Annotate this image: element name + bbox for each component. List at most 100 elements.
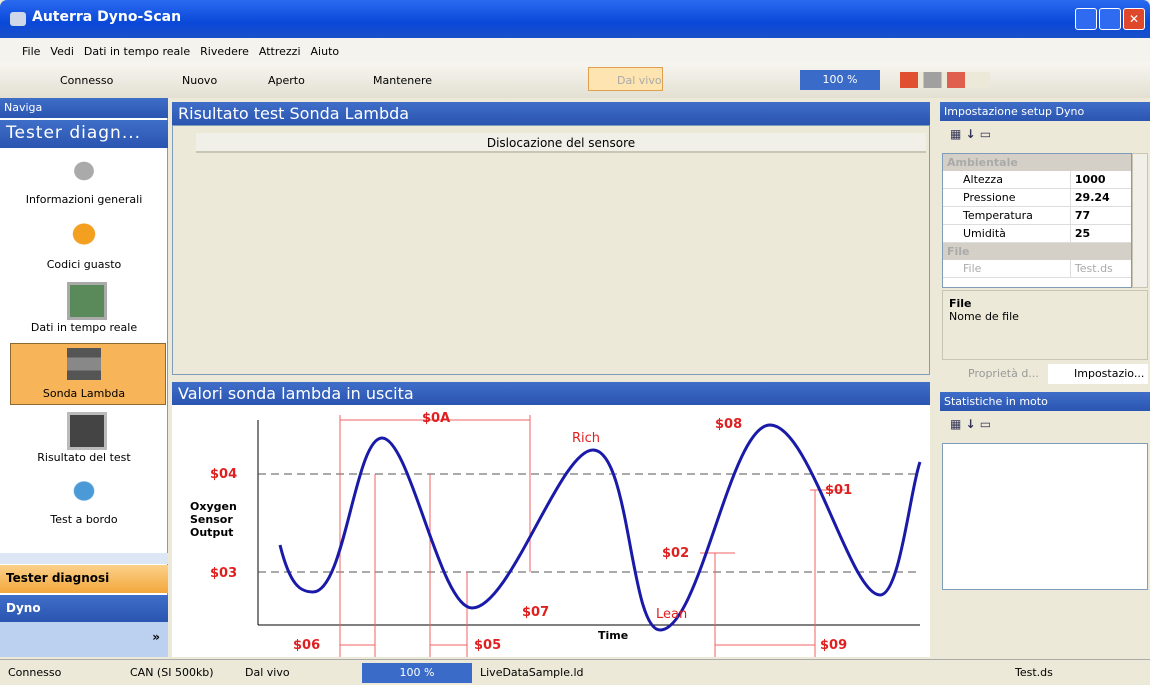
scrollbar bbox=[1132, 153, 1148, 288]
icon-onboard bbox=[67, 475, 101, 507]
new-button[interactable]: Nuovo bbox=[182, 74, 218, 87]
nav-group[interactable]: Tester diagnosi bbox=[0, 565, 168, 593]
icon-result bbox=[67, 412, 107, 450]
diagram-label: $07 bbox=[522, 605, 549, 620]
maximize-button[interactable] bbox=[1099, 8, 1121, 30]
diagram-label: $01 bbox=[825, 483, 852, 498]
status-item: 100 % bbox=[362, 663, 472, 683]
description-box: File Nome de file bbox=[942, 290, 1148, 360]
property-value: 1000 bbox=[1069, 171, 1131, 189]
sensor-curve bbox=[278, 423, 922, 632]
window-title: Auterra Dyno-Scan bbox=[32, 9, 182, 25]
diagram-label: $05 bbox=[474, 638, 501, 653]
nav-item[interactable]: Sonda Lambda bbox=[42, 387, 126, 400]
panel-title: Valori sonda lambda in uscita bbox=[172, 382, 930, 405]
property-name: Pressione bbox=[943, 188, 1071, 207]
property-row[interactable]: Umidità 25 bbox=[943, 224, 1131, 243]
icon-codes bbox=[67, 218, 101, 250]
diagram-label: Oxygen bbox=[190, 500, 237, 513]
diagram-label: $0A bbox=[422, 411, 450, 426]
property-row[interactable]: Temperatura 77 bbox=[943, 206, 1131, 225]
property-row[interactable]: Altezza 1000 bbox=[943, 171, 1131, 189]
menu-item[interactable]: Attrezzi bbox=[258, 45, 301, 58]
property-row[interactable]: Pressione 29.24 bbox=[943, 188, 1131, 207]
stats-header: Statistiche in moto bbox=[940, 392, 1150, 411]
property-name: Temperatura bbox=[943, 206, 1071, 225]
toolbar: Connesso Nuovo Aperto Mantenere Dal vivo… bbox=[0, 62, 1150, 98]
menu-item[interactable]: Dati in tempo reale bbox=[83, 45, 191, 58]
diagram-label: Rich bbox=[572, 431, 600, 446]
diagram-label: $02 bbox=[662, 546, 689, 561]
menu-item[interactable]: File bbox=[22, 45, 41, 58]
open-button[interactable]: Aperto bbox=[268, 74, 305, 87]
property-name: Altezza bbox=[943, 171, 1071, 189]
marker-lines bbox=[339, 415, 845, 657]
description-text: Nome de file bbox=[949, 310, 1019, 323]
nav-item[interactable]: Codici guasto bbox=[46, 258, 122, 271]
nav-header: Naviga bbox=[0, 98, 168, 118]
property-row[interactable]: File Test.ds bbox=[943, 260, 1131, 278]
toolbar-icons bbox=[900, 72, 990, 88]
app-icon bbox=[10, 12, 26, 26]
status-item: Connesso bbox=[8, 666, 62, 679]
column-header: Dislocazione del sensore bbox=[196, 133, 926, 153]
category-row: Ambientale bbox=[943, 154, 1131, 171]
splitter bbox=[0, 553, 168, 564]
category-row: File bbox=[943, 242, 1131, 260]
diagram-label: $08 bbox=[715, 417, 742, 432]
category-name: File bbox=[947, 245, 970, 258]
nav-item[interactable]: Risultato del test bbox=[37, 451, 131, 464]
status-item: Test.ds bbox=[1015, 666, 1053, 679]
diagram-label: $09 bbox=[820, 638, 847, 653]
title-bar bbox=[0, 0, 1150, 38]
category-name: Ambientale bbox=[947, 156, 1018, 169]
property-value: 77 bbox=[1069, 206, 1131, 225]
diagram-label: Time bbox=[598, 629, 628, 642]
description-title: File bbox=[949, 297, 972, 310]
property-name: Umidità bbox=[943, 224, 1071, 243]
icon-general bbox=[67, 155, 101, 187]
diagram-label: $04 bbox=[210, 467, 237, 482]
test-panel bbox=[172, 125, 930, 375]
property-grid: Ambientale Altezza 1000 Pressione 29.24 Tempe… bbox=[942, 153, 1132, 288]
settings-toolbar: ▦ ↓ ▭ bbox=[940, 121, 1150, 153]
keep-button[interactable]: Mantenere bbox=[373, 74, 433, 87]
minimize-button[interactable] bbox=[1075, 8, 1097, 30]
property-value: 25 bbox=[1069, 224, 1131, 243]
property-value: Test.ds bbox=[1069, 260, 1131, 278]
menu-item[interactable]: Rivedere bbox=[200, 45, 249, 58]
property-name: File bbox=[943, 260, 1071, 278]
panel-title: Risultato test Sonda Lambda bbox=[172, 102, 930, 125]
property-value: 29.24 bbox=[1069, 188, 1131, 207]
connect-button[interactable]: Connesso bbox=[60, 74, 114, 87]
status-item: Dal vivo bbox=[245, 666, 290, 679]
stats-toolbar: ▦ ↓ ▭ bbox=[940, 411, 1150, 443]
nav-more[interactable]: » bbox=[0, 622, 168, 657]
icon-live bbox=[67, 282, 107, 320]
menu-item[interactable]: Vedi bbox=[50, 45, 74, 58]
status-item: CAN (SI 500kb) bbox=[130, 666, 214, 679]
diagram-label: $03 bbox=[210, 566, 237, 581]
nav-item[interactable]: Dati in tempo reale bbox=[30, 321, 138, 334]
menu-item[interactable]: Aiuto bbox=[310, 45, 340, 58]
settings-header: Impostazione setup Dyno bbox=[940, 102, 1150, 121]
menu-bar: File Vedi Dati in tempo reale Rivedere Attre… bbox=[0, 38, 1150, 62]
diagram-label: Output bbox=[190, 526, 233, 539]
tab[interactable]: Impostazio... bbox=[1048, 364, 1148, 384]
nav-item[interactable]: Informazioni generali bbox=[25, 193, 143, 206]
nav-item[interactable]: Test a bordo bbox=[50, 513, 118, 526]
icon-lambda bbox=[67, 348, 101, 380]
tab[interactable]: Proprietà d... bbox=[968, 367, 1039, 380]
nav-group[interactable]: Dyno bbox=[0, 595, 168, 622]
diagram-label: Sensor bbox=[190, 513, 233, 526]
close-button[interactable]: ✕ bbox=[1123, 8, 1145, 30]
live-button[interactable]: Dal vivo bbox=[588, 67, 663, 91]
diagram-label: $06 bbox=[293, 638, 320, 653]
diagram-label: Lean bbox=[656, 607, 687, 622]
status-item: LiveDataSample.ld bbox=[480, 666, 584, 679]
nav-group-title: Tester diagn... bbox=[0, 120, 168, 148]
diagram-bg bbox=[172, 405, 930, 657]
status-bar: Connesso CAN (SI 500kb) Dal vivo 100 % LiveD… bbox=[0, 659, 1150, 685]
zoom-box[interactable]: 100 % bbox=[800, 70, 880, 90]
